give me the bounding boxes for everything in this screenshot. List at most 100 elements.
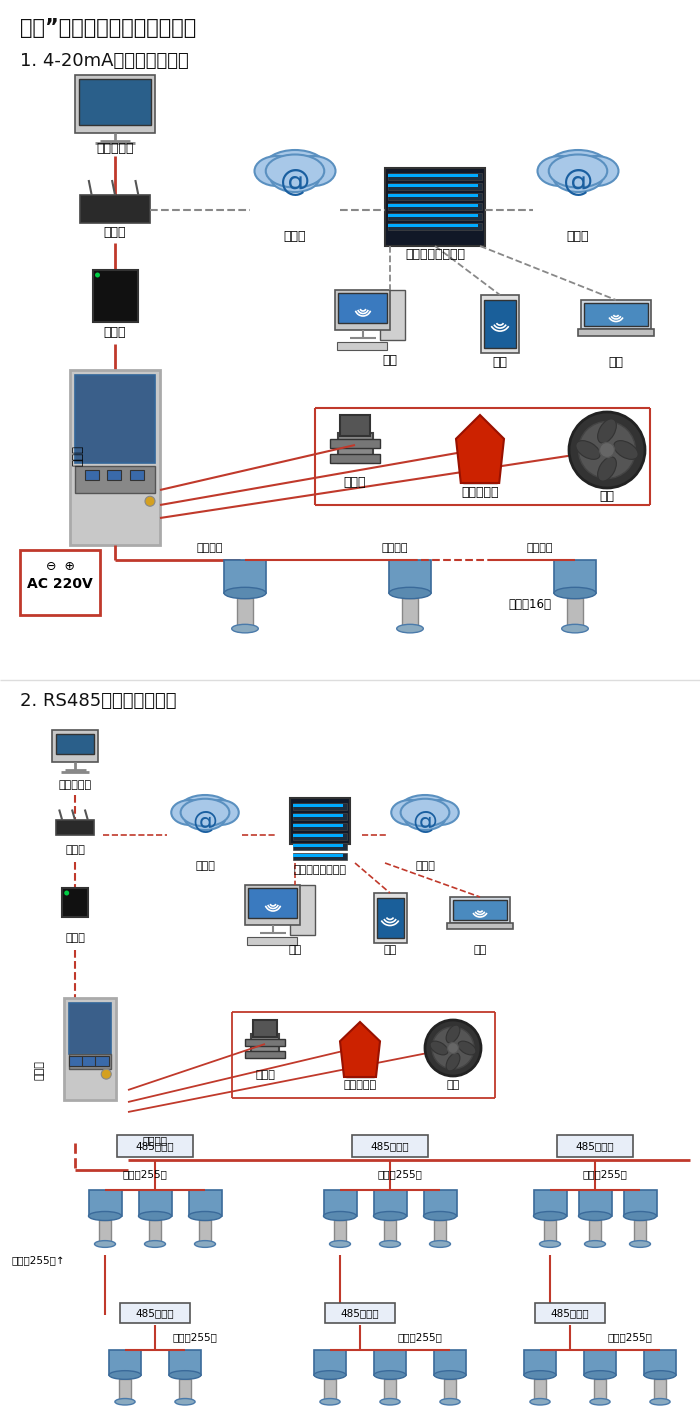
- Ellipse shape: [430, 1241, 451, 1248]
- Text: 互联网: 互联网: [284, 231, 307, 243]
- Polygon shape: [340, 1021, 380, 1076]
- Ellipse shape: [320, 1399, 340, 1406]
- Bar: [589, 1220, 601, 1242]
- Ellipse shape: [434, 1370, 466, 1379]
- Ellipse shape: [95, 273, 100, 277]
- Bar: [384, 1379, 395, 1400]
- Text: 转换器: 转换器: [104, 326, 126, 339]
- Ellipse shape: [169, 1370, 201, 1379]
- Bar: [584, 1349, 616, 1375]
- Text: 手机: 手机: [493, 356, 507, 369]
- Ellipse shape: [88, 1211, 122, 1220]
- Bar: [481, 295, 519, 353]
- Ellipse shape: [573, 156, 619, 186]
- Text: 信号输出: 信号输出: [526, 543, 553, 553]
- Bar: [624, 1190, 657, 1216]
- Bar: [484, 300, 516, 348]
- Text: 1. 4-20mA信号连接系统图: 1. 4-20mA信号连接系统图: [20, 52, 189, 70]
- Bar: [388, 214, 478, 217]
- Ellipse shape: [590, 1399, 610, 1406]
- Bar: [644, 1349, 676, 1375]
- Ellipse shape: [576, 440, 600, 459]
- Ellipse shape: [266, 155, 324, 187]
- Bar: [388, 184, 478, 187]
- Ellipse shape: [397, 625, 424, 633]
- Bar: [169, 1349, 201, 1375]
- Ellipse shape: [330, 1241, 351, 1248]
- Bar: [557, 1135, 633, 1157]
- Bar: [374, 1349, 406, 1375]
- Ellipse shape: [598, 457, 617, 481]
- Ellipse shape: [447, 1043, 458, 1054]
- Bar: [324, 1190, 357, 1216]
- Bar: [70, 370, 160, 545]
- Ellipse shape: [569, 412, 645, 488]
- Text: 安帕尔网络服务器: 安帕尔网络服务器: [405, 249, 465, 262]
- Ellipse shape: [421, 801, 458, 825]
- Ellipse shape: [391, 801, 428, 825]
- Bar: [109, 1349, 141, 1375]
- Bar: [75, 376, 155, 463]
- Text: 可连接255台: 可连接255台: [608, 1332, 652, 1342]
- Bar: [293, 815, 343, 817]
- Text: AC 220V: AC 220V: [27, 577, 93, 591]
- Bar: [75, 466, 155, 492]
- Bar: [290, 798, 350, 844]
- Bar: [330, 454, 380, 463]
- Ellipse shape: [425, 1020, 481, 1076]
- Ellipse shape: [584, 1241, 606, 1248]
- Ellipse shape: [538, 156, 582, 186]
- Text: 可连接16个: 可连接16个: [508, 598, 552, 612]
- Bar: [117, 1135, 193, 1157]
- Bar: [594, 1379, 606, 1400]
- Bar: [85, 470, 99, 480]
- Ellipse shape: [202, 801, 239, 825]
- Bar: [293, 853, 346, 860]
- Bar: [92, 270, 137, 322]
- Bar: [330, 439, 380, 447]
- Bar: [224, 560, 266, 592]
- Ellipse shape: [255, 156, 300, 186]
- Ellipse shape: [458, 1041, 476, 1055]
- Bar: [447, 923, 513, 929]
- Bar: [554, 560, 596, 592]
- Ellipse shape: [533, 1211, 566, 1220]
- Bar: [293, 834, 343, 837]
- Bar: [82, 1055, 96, 1067]
- Bar: [463, 473, 497, 483]
- Ellipse shape: [446, 1026, 460, 1043]
- Text: ⊖  ⊕: ⊖ ⊕: [46, 560, 74, 573]
- Ellipse shape: [540, 1241, 561, 1248]
- Bar: [634, 1220, 646, 1242]
- Ellipse shape: [599, 442, 615, 457]
- Polygon shape: [456, 415, 504, 483]
- Bar: [20, 550, 100, 615]
- Text: 通讯线: 通讯线: [71, 445, 85, 466]
- Bar: [314, 1349, 346, 1375]
- Bar: [384, 1220, 396, 1242]
- Bar: [99, 1220, 111, 1242]
- Ellipse shape: [624, 1211, 657, 1220]
- Ellipse shape: [184, 805, 225, 830]
- Ellipse shape: [290, 156, 335, 186]
- Text: 信号输出: 信号输出: [197, 543, 223, 553]
- Text: 485中继器: 485中继器: [341, 1309, 379, 1318]
- Text: @: @: [563, 169, 594, 197]
- Bar: [388, 204, 478, 207]
- Ellipse shape: [323, 1211, 356, 1220]
- Text: 电磁阀: 电磁阀: [255, 1069, 275, 1081]
- Bar: [293, 825, 343, 827]
- Bar: [237, 598, 253, 626]
- Ellipse shape: [115, 1399, 135, 1406]
- Ellipse shape: [549, 155, 608, 187]
- Text: 路由器: 路由器: [104, 225, 126, 239]
- Bar: [56, 820, 94, 836]
- Bar: [325, 1303, 395, 1323]
- Text: 可连接255台: 可连接255台: [582, 1169, 627, 1179]
- Bar: [388, 193, 482, 200]
- Bar: [534, 1190, 567, 1216]
- Bar: [340, 415, 370, 436]
- Ellipse shape: [178, 795, 231, 825]
- Ellipse shape: [424, 1211, 456, 1220]
- Bar: [139, 1190, 172, 1216]
